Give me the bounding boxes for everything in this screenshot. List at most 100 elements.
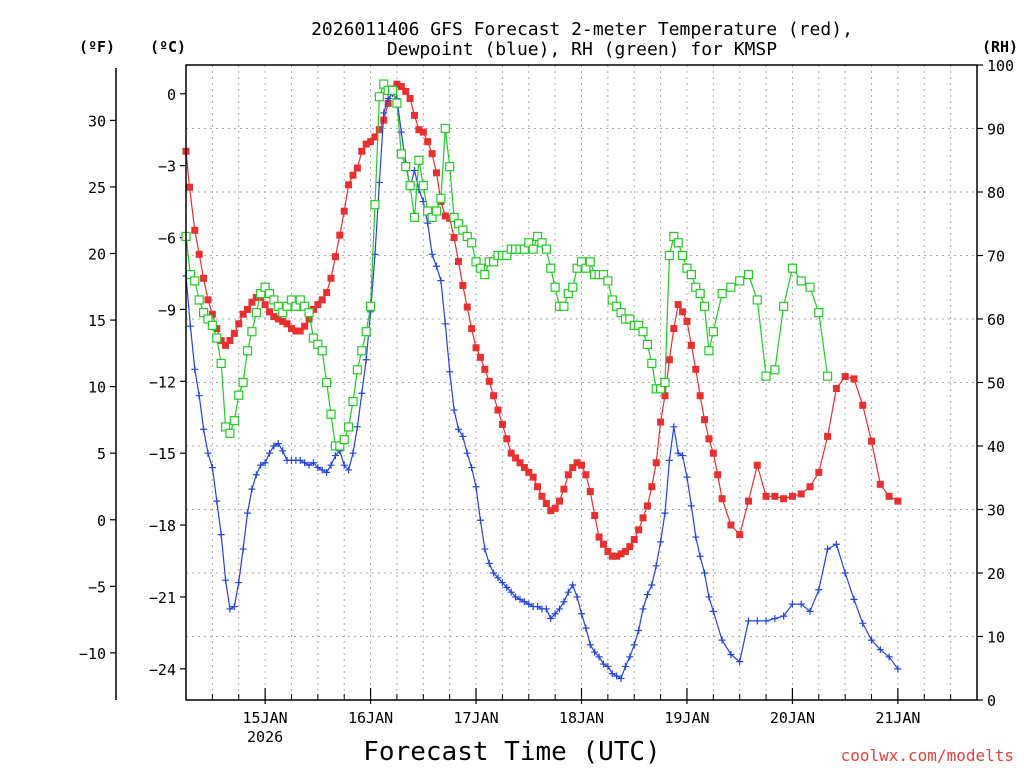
chart-title-line1: 2026011406 GFS Forecast 2-meter Temperat… (311, 19, 853, 40)
dewpoint-point (213, 497, 221, 505)
celsius-tick-label: −21 (149, 589, 176, 607)
2-meter-temperature-point (621, 547, 629, 555)
rh-point (352, 365, 362, 375)
dewpoint-point (569, 581, 577, 589)
rh-point (585, 257, 595, 267)
dewpoint-point (204, 449, 212, 457)
2-meter-temperature-point (314, 301, 322, 309)
dewpoint-point (265, 449, 273, 457)
rh-point (212, 333, 222, 343)
dewpoint-point (358, 389, 366, 397)
2-meter-temperature-point (428, 150, 436, 158)
rh-point (247, 327, 257, 337)
dewpoint-point (687, 502, 695, 510)
dewpoint-point (670, 423, 678, 431)
2-meter-temperature-point (454, 257, 462, 265)
celsius-tick-label: −24 (149, 661, 176, 679)
2-meter-temperature-point (261, 301, 269, 309)
rh-point (242, 346, 253, 356)
dewpoint-point (868, 636, 876, 644)
dewpoint-point (744, 617, 752, 625)
rh-point (317, 346, 327, 356)
dewpoint-point (411, 166, 419, 174)
2-meter-temperature-point (279, 317, 287, 325)
2-meter-temperature-point (244, 305, 252, 313)
fahrenheit-tick-label: −10 (79, 645, 106, 663)
dewpoint-point (432, 262, 440, 270)
fahrenheit-tick-label: 0 (97, 512, 106, 530)
dewpoint-point (186, 322, 194, 330)
series-layer (181, 79, 902, 682)
2-meter-temperature-point (859, 401, 867, 409)
x-tick-label: 15JAN (243, 709, 288, 727)
dewpoint-point (230, 603, 238, 611)
rh-point (401, 162, 411, 172)
x-tick-label: 18JAN (559, 709, 604, 727)
rh-point (647, 358, 657, 369)
2-meter-temperature-point (305, 315, 313, 323)
rh-point (743, 269, 754, 280)
2-meter-temperature-point (323, 289, 331, 297)
dewpoint-point (551, 610, 559, 618)
rh-point (440, 123, 450, 134)
2-meter-temperature-point (824, 432, 832, 440)
2-meter-temperature-series (182, 80, 902, 560)
2-meter-temperature-point (239, 310, 247, 318)
dewpoint-point (257, 461, 265, 469)
rh-tick-label: 50 (987, 375, 1005, 393)
2-meter-temperature-point (481, 365, 489, 373)
rh-point (708, 327, 718, 337)
celsius-tick-label: −12 (149, 373, 176, 391)
rh-tick-label: 100 (987, 57, 1014, 75)
rh-point (216, 358, 226, 369)
rh-point (677, 250, 688, 261)
2-meter-temperature-point (283, 320, 291, 328)
2-meter-temperature-point (406, 95, 414, 103)
celsius-unit-label: (ºC) (150, 38, 186, 56)
fahrenheit-tick-label: 25 (88, 179, 106, 197)
2-meter-temperature-point (591, 511, 599, 519)
2-meter-temperature-point (683, 317, 691, 325)
2-meter-temperature-point (529, 473, 537, 481)
2-meter-temperature-point (384, 99, 392, 107)
dewpoint-point (331, 452, 339, 460)
2-meter-temperature-point (441, 212, 449, 220)
2-meter-temperature-point (265, 308, 273, 316)
dewpoint-point (806, 607, 814, 615)
2-meter-temperature-point (292, 327, 300, 335)
2-meter-temperature-point (573, 459, 581, 467)
dewpoint-point (591, 648, 599, 656)
rh-point (322, 377, 332, 388)
x-tick-year: 2026 (247, 728, 283, 746)
rh-point (752, 295, 762, 305)
dewpoint-point (679, 452, 687, 460)
dewpoint-point (279, 447, 287, 455)
2-meter-temperature-point (490, 392, 498, 400)
dewpoint-point (621, 662, 629, 670)
dewpoint-point (481, 545, 489, 553)
2-meter-temperature-point (248, 298, 256, 306)
celsius-tick-label: −9 (158, 301, 176, 319)
dewpoint-point (384, 95, 392, 103)
dewpoint-point (841, 569, 849, 577)
2-meter-temperature-point (718, 495, 726, 503)
rh-point (361, 327, 371, 337)
2-meter-temperature-point (459, 281, 467, 289)
2-meter-temperature-point (599, 540, 607, 548)
dewpoint-point (657, 538, 665, 546)
rh-point (638, 327, 648, 337)
rh-tick-label: 40 (987, 438, 1005, 456)
dewpoint-point (762, 617, 770, 625)
rh-point (642, 339, 653, 349)
2-meter-temperature-point (714, 471, 722, 479)
x-axis-label: Forecast Time (UTC) (363, 737, 660, 767)
2-meter-temperature-point (639, 514, 647, 522)
2-meter-temperature-point (876, 480, 884, 488)
dewpoint-point (753, 617, 761, 625)
2-meter-temperature-point (692, 365, 700, 373)
dewpoint-point (525, 600, 533, 608)
chart-title-line2: Dewpoint (blue), RH (green) for KMSP (387, 39, 777, 60)
2-meter-temperature-point (674, 301, 682, 309)
2-meter-temperature-point (287, 325, 295, 333)
2-meter-temperature-point (630, 535, 638, 543)
